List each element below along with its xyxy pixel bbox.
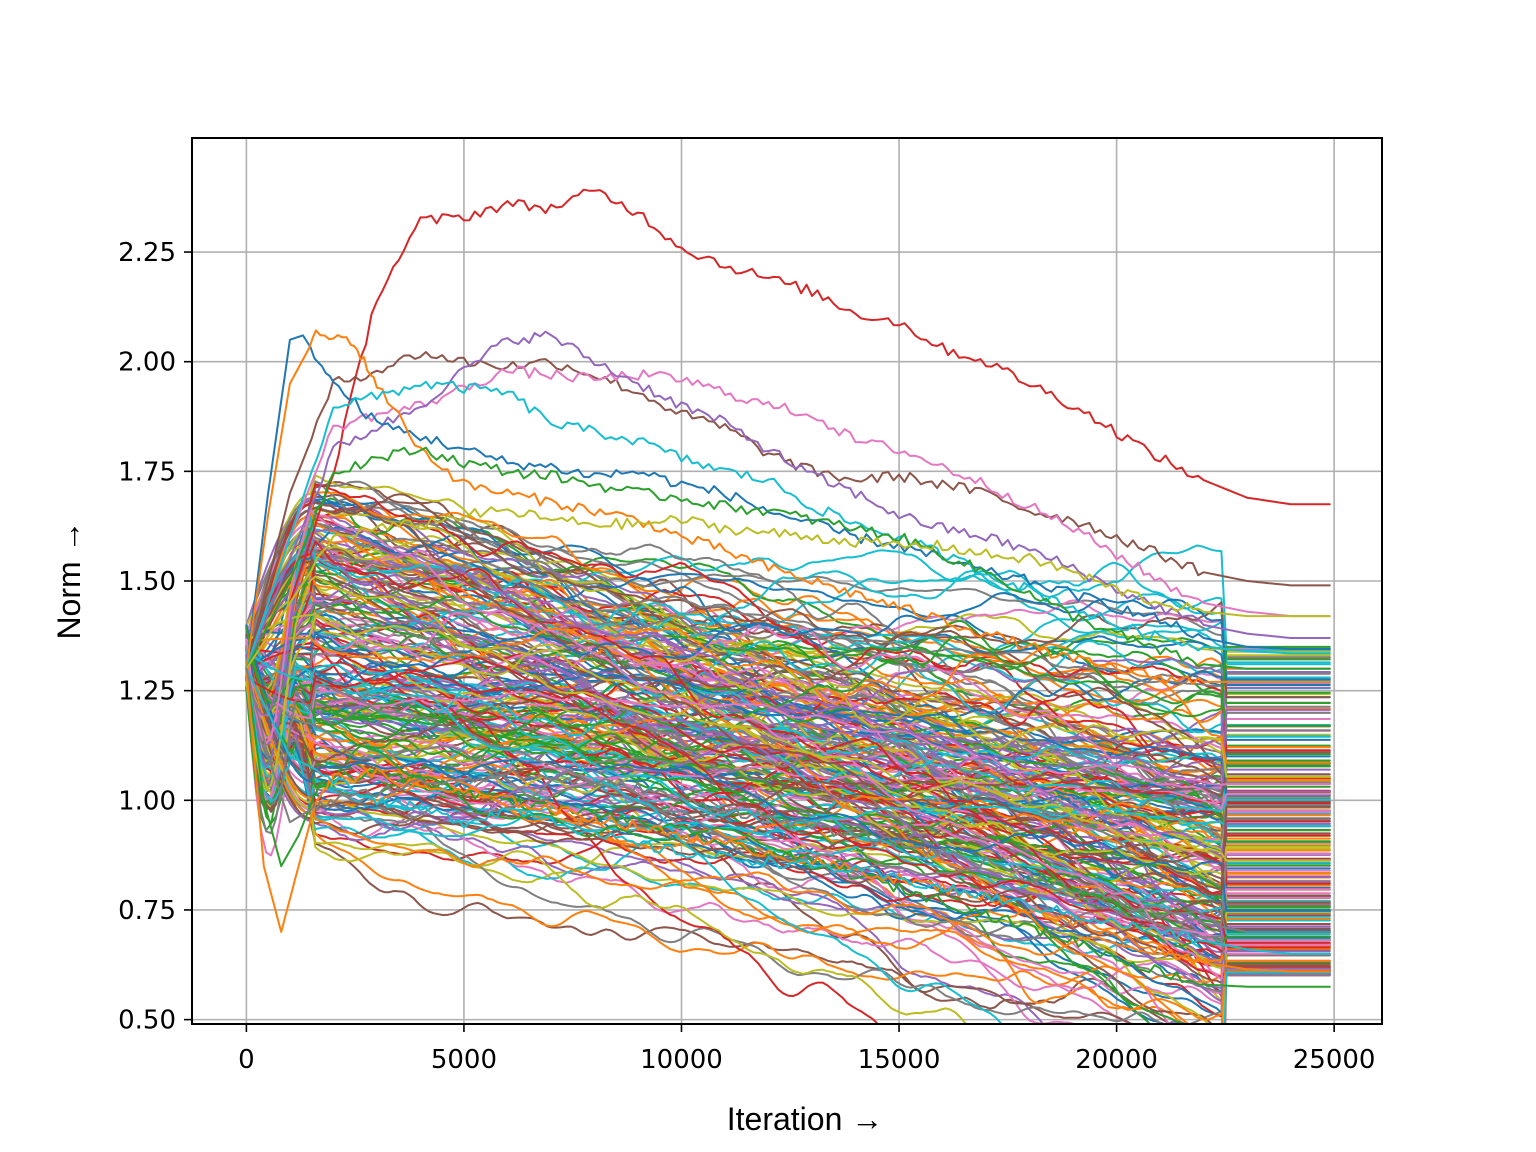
- series-line: [245, 522, 1331, 993]
- series-line: [245, 658, 1331, 792]
- series-line: [245, 633, 1331, 832]
- series-line: [245, 657, 1331, 995]
- y-tick-label: 1.50: [118, 567, 176, 597]
- series-line: [245, 547, 1331, 762]
- series-line: [245, 657, 1331, 726]
- series-line: [245, 659, 1331, 1021]
- series-line: [245, 563, 1331, 832]
- series-line: [245, 643, 1331, 760]
- y-axis-ticks: 0.50 0.75 1.00 1.25 1.50 1.75 2.00 2.25: [118, 238, 192, 1036]
- highlighted-series-line: [245, 351, 1331, 670]
- series-line: [245, 575, 1331, 862]
- series-line: [245, 626, 1331, 1024]
- series-line: [245, 507, 1331, 896]
- series-line: [245, 595, 1331, 727]
- series-line: [245, 528, 1331, 857]
- series-line: [245, 508, 1331, 981]
- series-line: [245, 673, 1331, 975]
- series-line: [245, 675, 1331, 959]
- series-line: [245, 599, 1331, 966]
- y-tick-label: 0.75: [118, 896, 176, 926]
- series-line: [245, 624, 1331, 912]
- highlighted-series-line: [245, 188, 1331, 670]
- series-line: [245, 546, 1331, 732]
- series-line: [245, 639, 1331, 822]
- series-line: [245, 660, 1331, 805]
- series-line: [245, 483, 1331, 752]
- highlighted-series-line: [245, 506, 1331, 670]
- series-line: [245, 640, 1331, 947]
- series-line: [245, 667, 1331, 839]
- y-tick-label: 1.25: [118, 677, 176, 707]
- series-line: [245, 617, 1331, 969]
- x-tick-label: 0: [238, 1045, 255, 1075]
- highlighted-series-line: [245, 380, 1331, 670]
- highlighted-series-line: [245, 667, 1331, 973]
- series-line: [245, 686, 1331, 1014]
- series-line: [245, 663, 1331, 1024]
- x-axis-ticks: 0 5000 10000 15000 20000 25000: [238, 1024, 1375, 1075]
- series-line: [245, 601, 1331, 971]
- y-tick-label: 2.25: [118, 238, 176, 268]
- series-line: [245, 626, 1331, 948]
- series-line: [245, 660, 1331, 963]
- series-line: [245, 537, 1331, 853]
- x-tick-label: 10000: [640, 1045, 723, 1075]
- series-line: [245, 516, 1331, 1024]
- series-line: [245, 552, 1331, 749]
- series-line: [245, 614, 1331, 784]
- series-line: [245, 661, 1331, 840]
- x-tick-label: 25000: [1293, 1045, 1376, 1075]
- series-line: [245, 671, 1331, 786]
- x-axis-label: Iteration →: [727, 1101, 884, 1137]
- series-line: [245, 662, 1331, 844]
- series-line: [245, 635, 1331, 789]
- y-tick-label: 1.00: [118, 786, 176, 816]
- series-line: [245, 633, 1331, 702]
- series-line: [245, 641, 1331, 1024]
- y-tick-label: 2.00: [118, 348, 176, 378]
- y-axis-label: Norm →: [51, 520, 87, 639]
- series-line: [245, 624, 1331, 909]
- x-tick-label: 20000: [1075, 1045, 1158, 1075]
- y-tick-label: 1.75: [118, 457, 176, 487]
- x-tick-label: 15000: [858, 1045, 941, 1075]
- y-tick-label: 0.50: [118, 1006, 176, 1036]
- highlighted-series-line: [245, 330, 1331, 670]
- series-line: [245, 606, 1331, 810]
- series-line: [245, 615, 1331, 778]
- series-group: [245, 188, 1331, 1024]
- highlighted-series-line: [245, 329, 1331, 685]
- series-line: [245, 538, 1331, 804]
- series-line: [245, 650, 1331, 1024]
- highlighted-series-line: [245, 446, 1331, 670]
- series-line: [245, 601, 1331, 763]
- highlighted-series-line: [245, 667, 1331, 933]
- series-line: [245, 684, 1331, 1024]
- series-line: [245, 656, 1331, 953]
- series-line: [245, 637, 1331, 805]
- x-tick-label: 5000: [431, 1045, 497, 1075]
- highlighted-series-line: [245, 667, 1331, 955]
- series-line: [245, 592, 1331, 723]
